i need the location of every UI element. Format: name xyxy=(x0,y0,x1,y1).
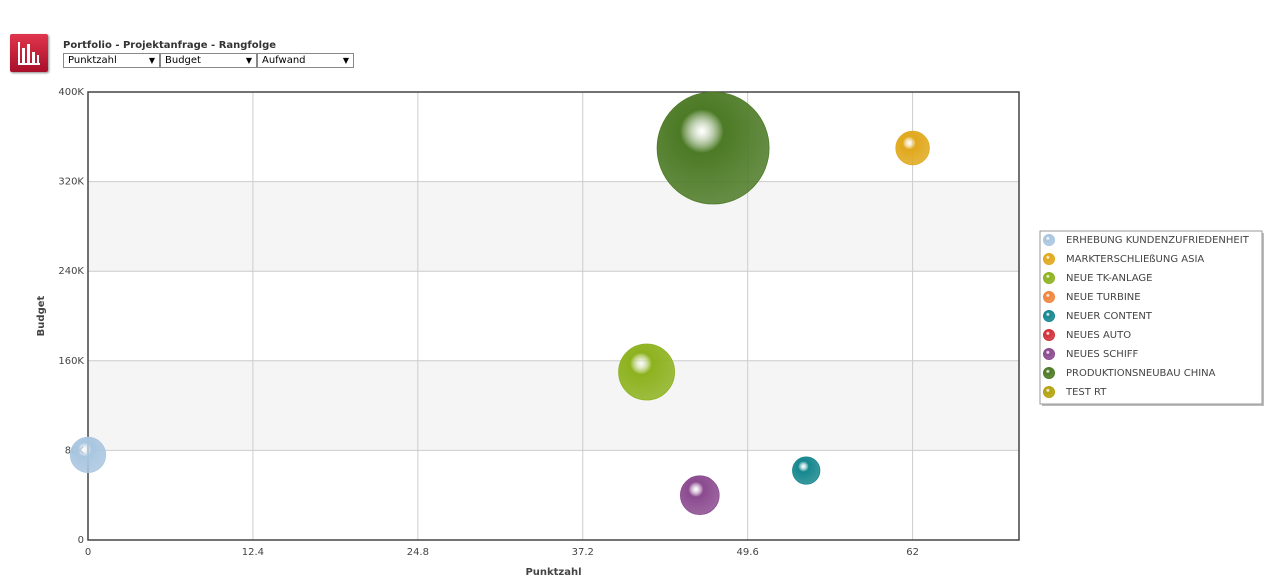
legend-label: PRODUKTIONSNEUBAU CHINA xyxy=(1066,368,1216,379)
x-tick-label: 37.2 xyxy=(572,547,594,558)
icon-graphic xyxy=(18,42,40,65)
y-tick-label: 400K xyxy=(58,87,84,98)
bubble xyxy=(656,91,770,205)
legend-marker xyxy=(1043,386,1055,398)
y-tick-label: 240K xyxy=(58,266,84,277)
legend-marker xyxy=(1043,291,1055,303)
bubble xyxy=(69,436,107,473)
legend-marker xyxy=(1043,310,1055,322)
bubble xyxy=(618,343,675,401)
legend-label: MARKTERSCHLIEßUNG ASIA xyxy=(1066,254,1204,265)
y-tick-label: 0 xyxy=(78,535,84,546)
legend-label: TEST RT xyxy=(1065,387,1107,398)
legend xyxy=(1039,230,1263,405)
x-tick-label: 12.4 xyxy=(242,547,264,558)
x-tick-label: 62 xyxy=(906,547,919,558)
bubble xyxy=(895,130,930,166)
legend-label: NEUES SCHIFF xyxy=(1066,349,1139,360)
plot-background xyxy=(88,92,1019,540)
legend-label: NEUE TK-ANLAGE xyxy=(1066,273,1152,284)
legend-label: NEUE TURBINE xyxy=(1066,292,1141,303)
size-selector[interactable]: Aufwand xyxy=(257,53,354,68)
legend-label: ERHEBUNG KUNDENZUFRIEDENHEIT xyxy=(1066,235,1250,246)
x-tick-label: 0 xyxy=(85,547,91,558)
x-selector[interactable]: Punktzahl xyxy=(63,53,160,68)
legend-marker xyxy=(1043,272,1055,284)
app-icon xyxy=(10,34,48,72)
y-tick-label: 160K xyxy=(58,356,84,367)
plot-border xyxy=(87,91,1020,541)
bubble xyxy=(792,456,821,485)
legend-marker xyxy=(1043,329,1055,341)
legend-marker xyxy=(1043,253,1055,265)
x-axis-label: Punktzahl xyxy=(525,567,581,578)
legend-marker xyxy=(1043,234,1055,246)
legend-marker xyxy=(1043,367,1055,379)
legend-marker xyxy=(1043,348,1055,360)
grid-band xyxy=(88,360,1019,451)
bubble xyxy=(680,475,720,515)
y-axis-label: Budget xyxy=(36,295,47,336)
x-tick-label: 49.6 xyxy=(737,547,759,558)
title: Portfolio - Projektanfrage - Rangfolge xyxy=(63,40,277,51)
grid-band xyxy=(88,181,1019,272)
y-tick-label: 320K xyxy=(58,177,84,188)
x-tick-label: 24.8 xyxy=(407,547,429,558)
legend-label: NEUES AUTO xyxy=(1066,330,1131,341)
legend-label: NEUER CONTENT xyxy=(1066,311,1153,322)
